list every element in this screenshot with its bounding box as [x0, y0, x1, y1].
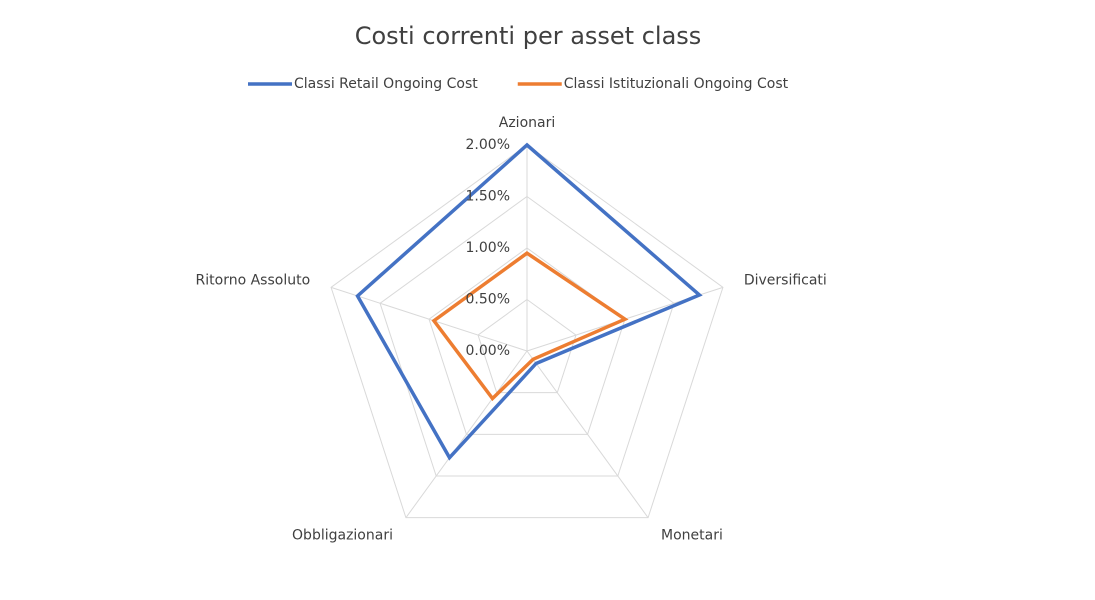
grid-ring — [330, 144, 724, 519]
category-label: Ritorno Assoluto — [196, 273, 311, 289]
series-line — [431, 251, 629, 402]
category-label: Azionari — [499, 115, 555, 131]
category-label: Obbligazionari — [292, 527, 393, 543]
spoke — [405, 350, 528, 518]
y-tick-label: 0.50% — [466, 292, 510, 308]
series-line — [355, 142, 703, 461]
grid-ring — [477, 298, 577, 394]
y-tick-label: 1.00% — [466, 240, 510, 256]
spoke — [526, 350, 649, 518]
y-tick-label: 0.00% — [466, 343, 510, 359]
legend-label: Classi Istituzionali Ongoing Cost — [564, 76, 789, 92]
category-label: Diversificati — [744, 273, 827, 289]
chart-title: Costi correnti per asset class — [355, 22, 702, 50]
grid-ring — [379, 195, 675, 477]
y-tick-label: 2.00% — [466, 137, 510, 153]
category-label: Monetari — [661, 527, 723, 543]
y-tick-label: 1.50% — [466, 189, 510, 205]
spoke — [330, 286, 528, 352]
legend-label: Classi Retail Ongoing Cost — [294, 76, 478, 92]
